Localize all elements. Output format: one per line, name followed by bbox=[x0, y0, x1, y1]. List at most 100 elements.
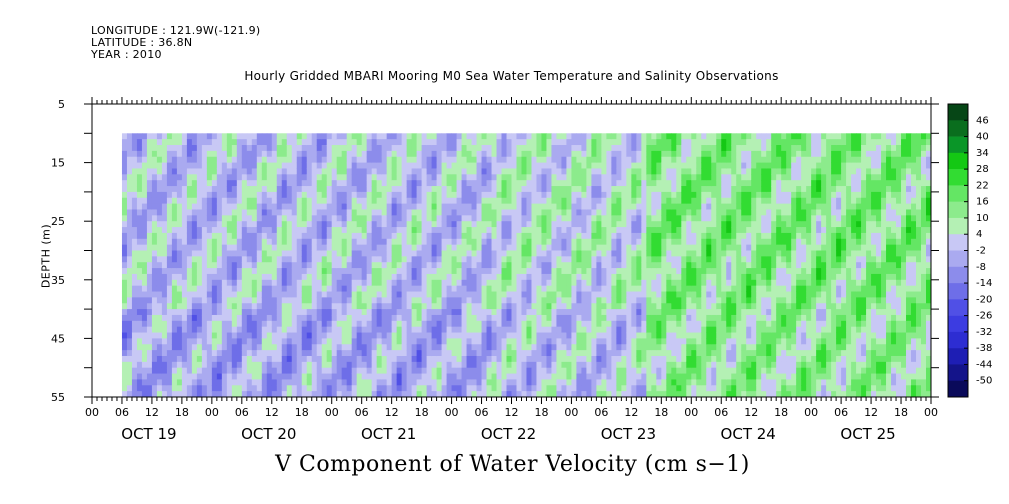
heatmap-cell bbox=[591, 303, 597, 310]
heatmap-cell bbox=[126, 350, 133, 357]
heatmap-cell bbox=[646, 180, 652, 187]
heatmap-cell bbox=[346, 139, 353, 146]
heatmap-cell bbox=[291, 209, 298, 216]
heatmap-cell bbox=[321, 314, 328, 322]
heatmap-cell bbox=[401, 133, 408, 140]
heatmap-cell bbox=[296, 367, 303, 375]
heatmap-cell bbox=[621, 367, 627, 375]
heatmap-cell bbox=[316, 291, 323, 298]
heatmap-cell bbox=[141, 297, 148, 304]
heatmap-cell bbox=[621, 227, 627, 234]
heatmap-cell bbox=[446, 168, 453, 175]
heatmap-cell bbox=[211, 168, 218, 175]
heatmap-cell bbox=[226, 285, 233, 293]
heatmap-cell bbox=[471, 145, 478, 152]
heatmap-cell bbox=[611, 191, 617, 199]
heatmap-cell bbox=[311, 244, 318, 251]
heatmap-cell bbox=[406, 145, 413, 152]
heatmap-cell bbox=[651, 227, 657, 234]
heatmap-cell bbox=[611, 168, 617, 175]
heatmap-cell bbox=[181, 238, 188, 246]
heatmap-cell bbox=[386, 221, 393, 228]
heatmap-cell bbox=[136, 256, 143, 263]
heatmap-cell bbox=[316, 156, 323, 164]
heatmap-cell bbox=[521, 268, 527, 275]
heatmap-cell bbox=[476, 303, 483, 310]
heatmap-cell bbox=[126, 168, 133, 175]
heatmap-cell bbox=[271, 314, 278, 322]
heatmap-cell bbox=[586, 145, 592, 152]
heatmap-cell bbox=[321, 156, 328, 164]
heatmap-cell bbox=[156, 256, 163, 263]
heatmap-cell bbox=[226, 221, 233, 228]
heatmap-cell bbox=[576, 162, 582, 169]
heatmap-cell bbox=[556, 168, 562, 175]
heatmap-cell bbox=[256, 297, 263, 304]
heatmap-cell bbox=[496, 191, 503, 199]
heatmap-cell bbox=[481, 338, 488, 345]
heatmap-cell bbox=[246, 338, 253, 345]
heatmap-cell bbox=[436, 326, 443, 334]
heatmap-cell bbox=[201, 227, 208, 234]
heatmap-cell bbox=[181, 174, 188, 181]
heatmap-cell bbox=[506, 285, 512, 293]
heatmap-cell bbox=[616, 203, 622, 210]
heatmap-cell bbox=[406, 150, 413, 158]
heatmap-cell bbox=[396, 332, 403, 339]
heatmap-cell bbox=[166, 303, 173, 310]
heatmap-cell bbox=[251, 145, 258, 152]
heatmap-cell bbox=[391, 133, 398, 140]
heatmap-cell bbox=[501, 338, 507, 345]
heatmap-cell bbox=[531, 344, 537, 351]
heatmap-cell bbox=[536, 268, 542, 275]
heatmap-cell bbox=[161, 350, 168, 357]
heatmap-cell bbox=[196, 156, 203, 164]
heatmap-cell bbox=[356, 221, 363, 228]
heatmap-cell bbox=[191, 273, 198, 281]
heatmap-cell bbox=[331, 232, 338, 240]
heatmap-cell bbox=[671, 191, 677, 199]
heatmap-cell bbox=[661, 373, 667, 380]
heatmap-cell bbox=[231, 268, 238, 275]
heatmap-cell bbox=[591, 133, 597, 140]
heatmap-cell bbox=[296, 156, 303, 164]
heatmap-cell bbox=[206, 221, 213, 228]
heatmap-cell bbox=[286, 291, 293, 298]
heatmap-cell bbox=[476, 262, 483, 269]
heatmap-cell bbox=[501, 209, 507, 216]
heatmap-cell bbox=[471, 186, 478, 193]
heatmap-cell bbox=[496, 256, 503, 263]
heatmap-cell bbox=[461, 332, 468, 339]
heatmap-cell bbox=[136, 262, 143, 269]
heatmap-cell bbox=[651, 244, 657, 251]
heatmap-cell bbox=[286, 344, 293, 351]
heatmap-cell bbox=[186, 391, 193, 398]
heatmap-cell bbox=[276, 314, 283, 322]
heatmap-cell bbox=[226, 227, 233, 234]
heatmap-cell bbox=[531, 150, 537, 158]
heatmap-cell bbox=[651, 273, 657, 281]
heatmap-cell bbox=[491, 279, 498, 287]
heatmap-cell bbox=[531, 133, 537, 140]
heatmap-cell bbox=[306, 186, 313, 193]
heatmap-cell bbox=[131, 350, 138, 357]
heatmap-cell bbox=[591, 174, 597, 181]
heatmap-cell bbox=[306, 174, 313, 181]
heatmap-cell bbox=[586, 227, 592, 234]
heatmap-cell bbox=[496, 133, 503, 140]
heatmap-cell bbox=[241, 238, 248, 246]
heatmap-cell bbox=[671, 320, 677, 328]
heatmap-cell bbox=[186, 314, 193, 322]
heatmap-cell bbox=[526, 262, 532, 269]
heatmap-cell bbox=[481, 227, 488, 234]
heatmap-cell bbox=[276, 361, 283, 369]
heatmap-cell bbox=[521, 180, 527, 187]
heatmap-cell bbox=[431, 344, 438, 351]
heatmap-cell bbox=[341, 285, 348, 293]
heatmap-cell bbox=[141, 379, 148, 386]
heatmap-cell bbox=[346, 273, 353, 281]
heatmap-cell bbox=[251, 191, 258, 199]
heatmap-cell bbox=[201, 186, 208, 193]
heatmap-cell bbox=[451, 162, 458, 169]
heatmap-cell bbox=[386, 145, 393, 152]
